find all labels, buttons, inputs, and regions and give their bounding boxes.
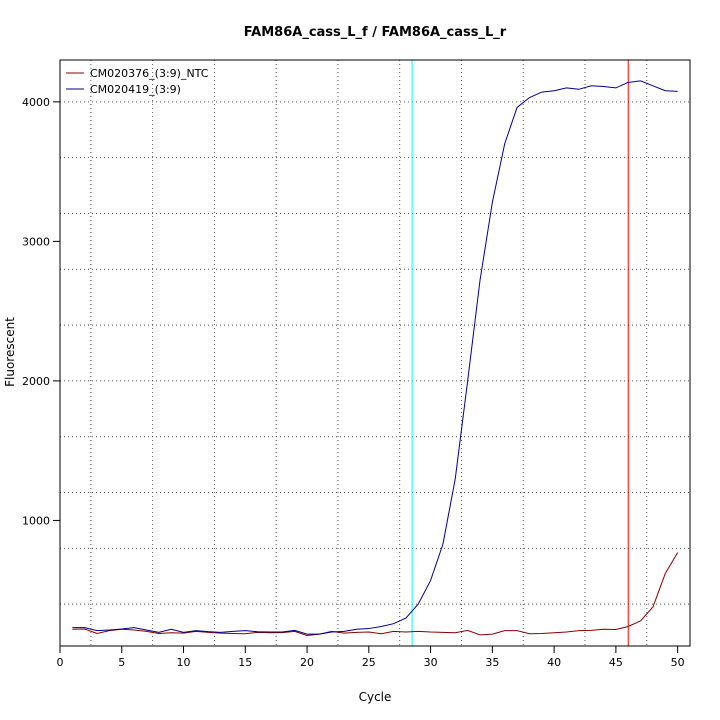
y-axis-label: Fluorescent xyxy=(3,317,17,387)
y-tick-label-3: 4000 xyxy=(22,96,50,109)
y-tick-label-0: 1000 xyxy=(22,514,50,527)
x-tick-label-4: 20 xyxy=(300,656,314,669)
x-axis: 0 5 10 15 20 25 30 35 40 45 50 xyxy=(57,645,685,669)
series-line-1 xyxy=(72,80,678,635)
x-tick-label-5: 25 xyxy=(362,656,376,669)
chart-title: FAM86A_cass_L_f / FAM86A_cass_L_r xyxy=(244,25,507,40)
x-tick-label-2: 10 xyxy=(177,656,191,669)
y-tick-label-2: 3000 xyxy=(22,235,50,248)
x-tick-label-9: 45 xyxy=(609,656,623,669)
legend: CM020376_(3:9)_NTC CM020419_(3:9) xyxy=(66,67,209,96)
x-tick-label-10: 50 xyxy=(671,656,685,669)
x-tick-label-1: 5 xyxy=(118,656,125,669)
threshold-lines xyxy=(411,60,629,646)
y-axis: 1000 2000 3000 4000 xyxy=(22,96,60,527)
x-tick-label-0: 0 xyxy=(57,656,64,669)
series-lines xyxy=(72,80,679,637)
x-tick-label-6: 30 xyxy=(424,656,438,669)
x-tick-label-3: 15 xyxy=(238,656,252,669)
series-line-0 xyxy=(72,552,679,637)
x-tick-label-7: 35 xyxy=(485,656,499,669)
x-tick-label-8: 40 xyxy=(547,656,561,669)
y-tick-label-1: 2000 xyxy=(22,375,50,388)
grid-lines xyxy=(60,60,690,646)
legend-label-1: CM020419_(3:9) xyxy=(90,83,181,96)
legend-label-0: CM020376_(3:9)_NTC xyxy=(90,67,209,80)
x-axis-label: Cycle xyxy=(359,690,392,704)
plot-frame xyxy=(59,59,691,647)
